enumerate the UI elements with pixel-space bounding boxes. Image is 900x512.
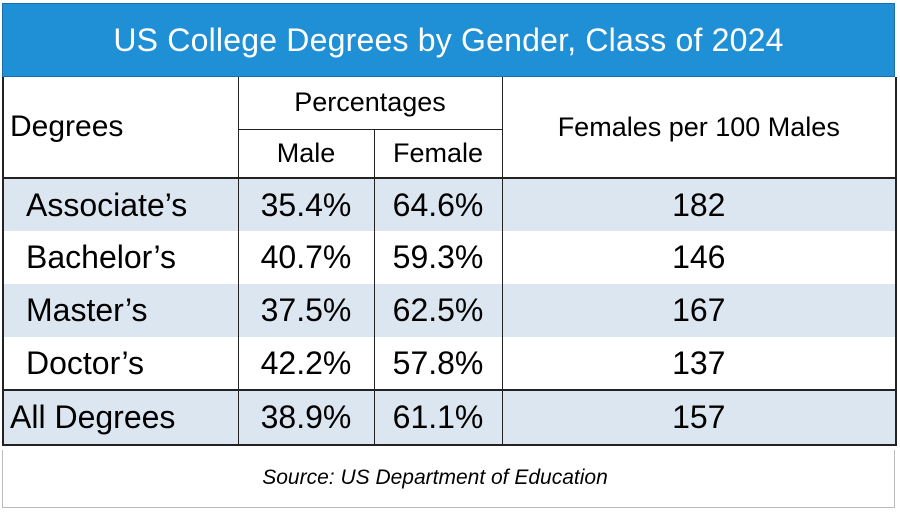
table-row: Doctor’s 42.2% 57.8% 137	[2, 337, 898, 390]
male-cell: 37.5%	[238, 284, 375, 337]
ratio-cell: 182	[502, 178, 898, 231]
table-row: Master’s 37.5% 62.5% 167	[2, 284, 898, 337]
degree-cell: Associate’s	[2, 178, 239, 231]
degree-cell: Bachelor’s	[2, 231, 239, 284]
male-cell: 35.4%	[238, 178, 375, 231]
percentages-header: Percentages	[238, 77, 503, 130]
total-male-cell: 38.9%	[238, 389, 375, 446]
total-ratio-cell: 157	[502, 389, 898, 446]
ratio-cell: 137	[502, 337, 898, 390]
male-cell: 40.7%	[238, 231, 375, 284]
female-cell: 57.8%	[374, 337, 503, 390]
ratio-cell: 146	[502, 231, 898, 284]
degrees-table: Degrees Percentages Females per 100 Male…	[2, 77, 898, 446]
footer-frame	[2, 450, 895, 508]
female-cell: 62.5%	[374, 284, 503, 337]
ratio-cell: 167	[502, 284, 898, 337]
table-row: Bachelor’s 40.7% 59.3% 146	[2, 231, 898, 284]
degree-cell: Master’s	[2, 284, 239, 337]
female-header: Female	[374, 129, 503, 179]
table-title: US College Degrees by Gender, Class of 2…	[113, 21, 784, 58]
source-note: Source: US Department of Education	[262, 466, 608, 489]
table-row: Associate’s 35.4% 64.6% 182	[2, 178, 898, 231]
total-degree-cell: All Degrees	[2, 389, 239, 446]
title-bar: US College Degrees by Gender, Class of 2…	[2, 3, 895, 77]
male-cell: 42.2%	[238, 337, 375, 390]
ratio-header: Females per 100 Males	[502, 77, 898, 179]
header-row-top: Degrees Percentages Females per 100 Male…	[2, 77, 898, 179]
total-row: All Degrees 38.9% 61.1% 157	[2, 389, 898, 446]
female-cell: 64.6%	[374, 178, 503, 231]
header-row-sub: Male Female	[3, 129, 896, 179]
female-cell: 59.3%	[374, 231, 503, 284]
degrees-header: Degrees	[2, 77, 239, 179]
degree-cell: Doctor’s	[2, 337, 239, 390]
male-header: Male	[238, 129, 375, 179]
total-female-cell: 61.1%	[374, 389, 503, 446]
